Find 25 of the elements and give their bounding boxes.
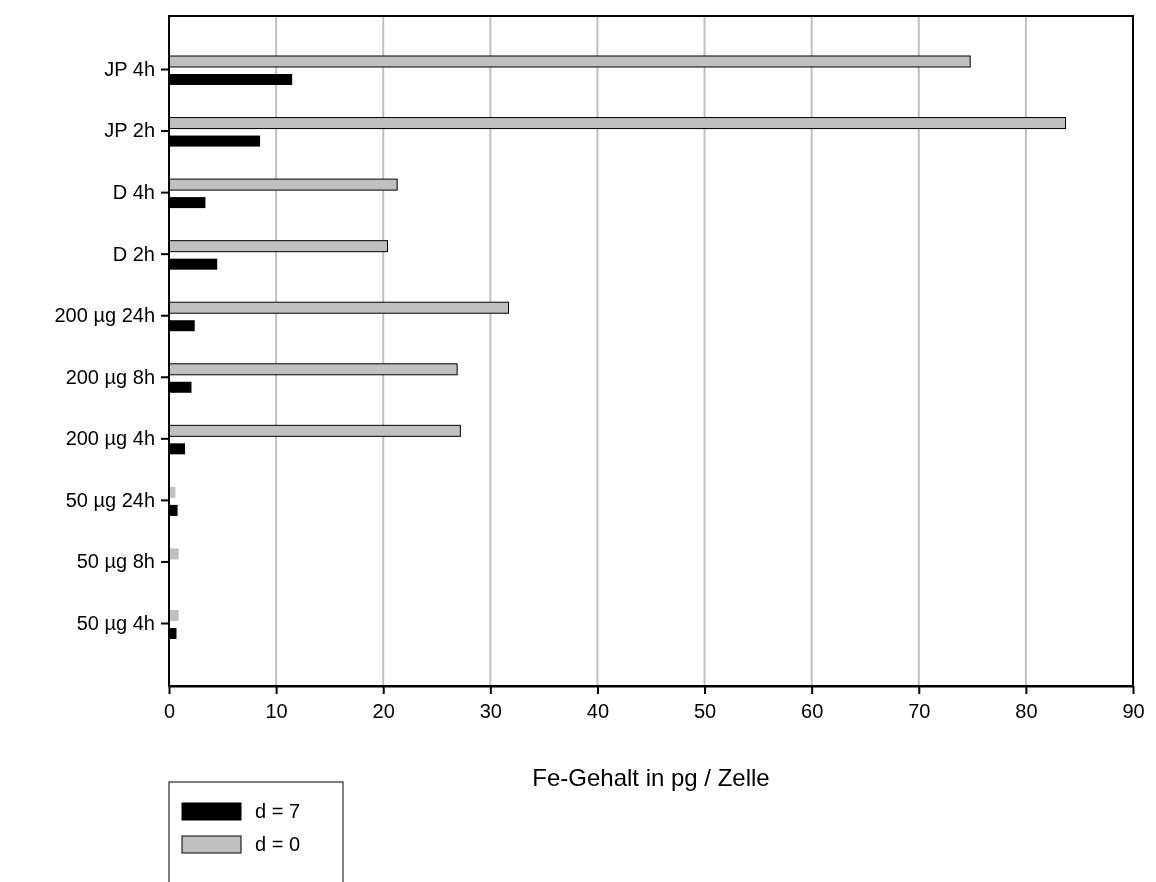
- y-tick-label: 200 µg 24h: [54, 304, 155, 327]
- y-tick-label: D 4h: [112, 181, 155, 204]
- y-tick-label: 50 µg 24h: [65, 488, 155, 511]
- x-tick-label: 20: [372, 700, 395, 723]
- x-tick-label: 10: [265, 700, 288, 723]
- legend-label: d = 7: [255, 800, 301, 822]
- y-tick-label: 50 µg 8h: [76, 550, 155, 573]
- x-tick-label: 80: [1015, 700, 1038, 723]
- y-tick-label: 50 µg 4h: [76, 611, 155, 634]
- x-tick-label: 70: [908, 700, 931, 723]
- x-axis-title: Fe-Gehalt in pg / Zelle: [532, 764, 770, 791]
- x-tick-label: 40: [586, 700, 610, 723]
- y-tick-label: JP 4h: [104, 57, 155, 80]
- y-tick-label: D 2h: [112, 242, 155, 265]
- x-tick-label: 0: [163, 700, 176, 723]
- y-tick-label: JP 2h: [104, 119, 155, 142]
- x-tick-label: 30: [479, 700, 502, 723]
- bar: [169, 548, 179, 560]
- y-tick-label: 200 µg 4h: [65, 427, 155, 450]
- bar: [169, 610, 179, 621]
- y-tick-label: 200 µg 8h: [65, 365, 155, 388]
- x-tick-label: 60: [801, 700, 824, 723]
- legend-label: d = 0: [255, 833, 301, 855]
- x-tick-label: 50: [693, 700, 717, 723]
- x-tick-label: 90: [1122, 700, 1145, 723]
